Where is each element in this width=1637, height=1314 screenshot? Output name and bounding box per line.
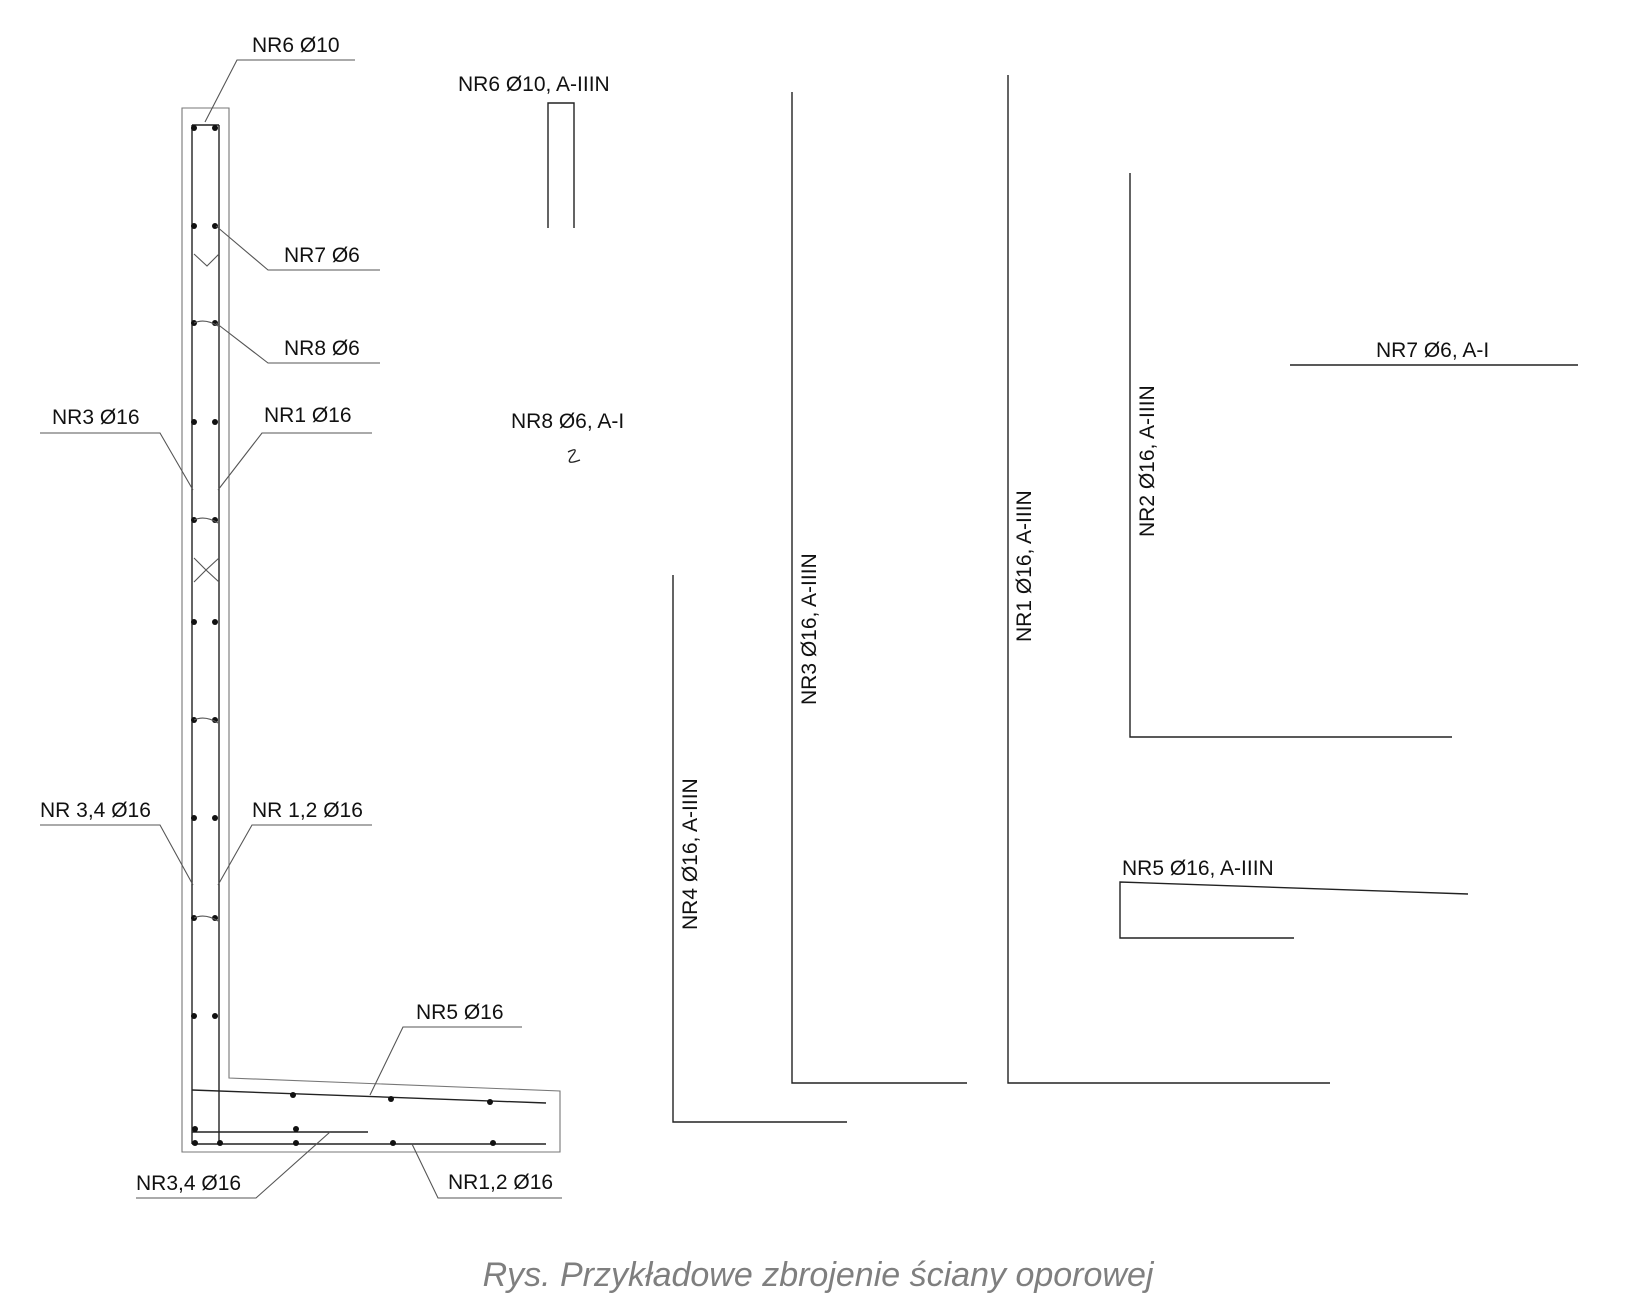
- wall-cross-section: NR6 Ø10 NR7 Ø6 NR8 Ø6 NR3 Ø16 NR1 Ø16 NR…: [40, 34, 562, 1199]
- bar-nr4: NR4 Ø16, A-IIIN: [672, 575, 847, 1123]
- bar-nr1-label: NR1 Ø16, A-IIIN: [1013, 490, 1036, 642]
- tie-cross: [193, 557, 220, 583]
- bar-dot: [191, 815, 197, 821]
- stem-bar-dots: [191, 125, 218, 1019]
- bar-dot: [212, 419, 218, 425]
- bar-shapes: NR6 Ø10, A-IIIN NR8 Ø6, A-I NR4 Ø16, A-I…: [458, 73, 1578, 1123]
- label-nr5: NR5 Ø16: [416, 1001, 504, 1024]
- bar-dot: [192, 1140, 198, 1146]
- label-nr1: NR1 Ø16: [264, 404, 352, 427]
- bar-dot: [293, 1140, 299, 1146]
- bar-dot: [191, 619, 197, 625]
- label-nr12-base: NR1,2 Ø16: [448, 1171, 553, 1194]
- label-nr12-wall: NR 1,2 Ø16: [252, 799, 363, 822]
- leader-nr12-base: [411, 1143, 562, 1199]
- label-nr8: NR8 Ø6: [284, 337, 360, 360]
- bar-nr3-label: NR3 Ø16, A-IIIN: [798, 553, 821, 705]
- base-bar-top: [191, 1089, 547, 1104]
- bar-dot: [191, 419, 197, 425]
- bar-dot: [191, 1013, 197, 1019]
- bar-nr2-label: NR2 Ø16, A-IIIN: [1136, 385, 1159, 537]
- bar-dot: [212, 125, 218, 131]
- bar-dot: [191, 223, 197, 229]
- bar-nr8-label: NR8 Ø6, A-I: [511, 410, 624, 433]
- tie-hook: [193, 517, 219, 524]
- bar-nr6: NR6 Ø10, A-IIIN: [458, 73, 610, 228]
- tie-cross: [193, 253, 220, 267]
- bar-dot: [390, 1140, 396, 1146]
- bar-nr4-shape: [672, 575, 847, 1123]
- tie-hook: [193, 717, 219, 724]
- bar-nr4-label: NR4 Ø16, A-IIIN: [679, 778, 702, 930]
- label-nr6: NR6 Ø10: [252, 34, 340, 57]
- leader-nr12-wall: [217, 824, 372, 886]
- bar-dot: [192, 1126, 198, 1132]
- label-nr3: NR3 Ø16: [52, 406, 140, 429]
- bar-nr5-label: NR5 Ø16, A-IIIN: [1122, 857, 1274, 880]
- bar-dot: [212, 619, 218, 625]
- leader-nr8: [215, 322, 380, 364]
- leader-nr34-wall: [40, 824, 194, 886]
- bar-nr2-shape: [1129, 173, 1452, 738]
- base-bar-dots: [192, 1092, 496, 1146]
- concrete-outline: [181, 107, 561, 1153]
- bar-nr6-shape: [547, 102, 575, 228]
- bar-dot: [490, 1140, 496, 1146]
- bar-dot: [212, 815, 218, 821]
- bar-dot: [388, 1096, 394, 1102]
- bar-nr6-label: NR6 Ø10, A-IIIN: [458, 73, 610, 96]
- label-nr34-wall: NR 3,4 Ø16: [40, 799, 151, 822]
- bar-nr2: NR2 Ø16, A-IIIN: [1129, 173, 1452, 738]
- section-labels: NR6 Ø10 NR7 Ø6 NR8 Ø6 NR3 Ø16 NR1 Ø16 NR…: [40, 34, 553, 1195]
- bar-dot: [293, 1126, 299, 1132]
- bar-dot: [191, 125, 197, 131]
- bar-nr8-shape: [567, 449, 581, 463]
- bar-dot: [217, 1140, 223, 1146]
- figure-caption: Rys. Przykładowe zbrojenie ściany oporow…: [483, 1256, 1155, 1294]
- bar-nr8: NR8 Ø6, A-I: [511, 410, 624, 463]
- leader-nr6: [204, 59, 355, 123]
- label-nr34-base: NR3,4 Ø16: [136, 1172, 241, 1195]
- ties: [193, 253, 220, 922]
- leader-nr3: [40, 432, 194, 491]
- bar-nr1-shape: [1007, 75, 1330, 1084]
- bar-nr5: NR5 Ø16, A-IIIN: [1119, 857, 1469, 939]
- leader-nr7: [215, 225, 380, 271]
- leader-nr1: [217, 432, 372, 491]
- label-nr7: NR7 Ø6: [284, 244, 360, 267]
- leader-nr34-base: [136, 1131, 331, 1199]
- bar-nr3-shape: [791, 92, 967, 1084]
- bar-dot: [290, 1092, 296, 1098]
- bar-nr3: NR3 Ø16, A-IIIN: [791, 92, 967, 1084]
- tie-hook: [193, 320, 219, 327]
- bar-nr7: NR7 Ø6, A-I: [1290, 339, 1578, 366]
- bar-dot: [212, 223, 218, 229]
- bar-dot: [212, 1013, 218, 1019]
- tie-hook: [193, 915, 219, 922]
- leader-nr5: [369, 1026, 522, 1096]
- leader-lines: [40, 59, 562, 1199]
- bar-dot: [487, 1099, 493, 1105]
- bar-nr1: NR1 Ø16, A-IIIN: [1007, 75, 1330, 1084]
- bar-nr5-shape: [1119, 881, 1469, 939]
- bar-nr7-label: NR7 Ø6, A-I: [1376, 339, 1489, 362]
